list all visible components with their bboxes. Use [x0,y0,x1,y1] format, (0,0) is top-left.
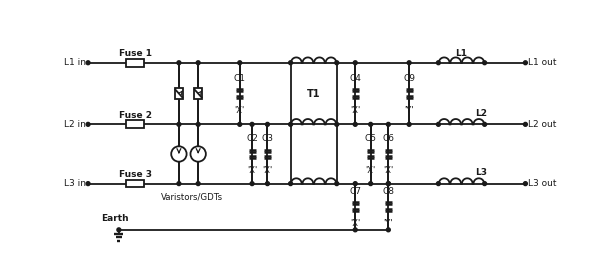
Circle shape [250,122,254,126]
Circle shape [335,182,338,186]
Text: L1 out: L1 out [528,58,556,67]
Bar [126,121,144,128]
Circle shape [353,61,357,65]
Circle shape [117,228,121,232]
Text: C8: C8 [382,187,394,196]
Circle shape [289,122,292,126]
Bar [126,59,144,67]
Text: Earth: Earth [101,214,129,223]
Circle shape [407,122,411,126]
Circle shape [369,182,373,186]
Circle shape [523,122,527,126]
Text: C5: C5 [365,134,377,143]
Text: L3 in: L3 in [64,179,86,188]
Circle shape [386,182,390,186]
Circle shape [196,61,200,65]
Text: 'X': 'X' [350,106,361,115]
Circle shape [86,61,90,65]
Circle shape [289,182,292,186]
Text: 'X': 'X' [262,167,272,175]
Circle shape [196,182,200,186]
Circle shape [353,122,357,126]
Text: L2 out: L2 out [528,120,556,129]
Text: 'Y': 'Y' [383,219,393,228]
Text: L3 out: L3 out [528,179,556,188]
Bar [194,88,202,99]
Circle shape [386,228,390,232]
Circle shape [482,122,487,126]
Circle shape [523,61,527,65]
Circle shape [289,61,292,65]
Circle shape [482,182,487,186]
Text: C9: C9 [403,74,415,83]
Text: 'X': 'X' [383,167,394,175]
Text: C7: C7 [349,187,361,196]
Bar [175,88,183,99]
Circle shape [353,228,357,232]
Circle shape [436,182,440,186]
Bar [126,180,144,187]
Text: 'X': 'X' [235,106,245,115]
Text: Fuse 3: Fuse 3 [119,170,152,179]
Circle shape [482,61,487,65]
Circle shape [177,122,181,126]
Circle shape [177,182,181,186]
Circle shape [86,182,90,186]
Text: C3: C3 [262,134,274,143]
Circle shape [238,122,242,126]
Circle shape [238,61,242,65]
Circle shape [353,182,357,186]
Circle shape [190,146,206,162]
Text: 'Y': 'Y' [404,106,414,115]
Circle shape [335,122,338,126]
Text: C6: C6 [382,134,394,143]
Circle shape [266,122,269,126]
Text: L2: L2 [475,109,487,118]
Circle shape [196,122,200,126]
Circle shape [86,122,90,126]
Circle shape [386,122,390,126]
Text: 'X': 'X' [365,167,376,175]
Text: L3: L3 [475,168,487,177]
Text: 'X': 'X' [247,167,257,175]
Circle shape [407,61,411,65]
Circle shape [386,182,390,186]
Circle shape [369,122,373,126]
Text: Fuse 2: Fuse 2 [119,110,152,120]
Text: C2: C2 [246,134,258,143]
Text: C1: C1 [234,74,246,83]
Circle shape [250,182,254,186]
Circle shape [335,61,338,65]
Text: L1 in: L1 in [64,58,86,67]
Text: Fuse 1: Fuse 1 [119,49,152,58]
Circle shape [177,61,181,65]
Text: Varistors/GDTs: Varistors/GDTs [161,192,223,201]
Text: 'X': 'X' [350,219,361,228]
Circle shape [266,182,269,186]
Text: L2 in: L2 in [64,120,86,129]
Circle shape [171,146,187,162]
Circle shape [523,182,527,186]
Text: T1: T1 [307,88,320,98]
Circle shape [436,61,440,65]
Text: L1: L1 [455,49,467,58]
Text: C4: C4 [349,74,361,83]
Circle shape [436,122,440,126]
